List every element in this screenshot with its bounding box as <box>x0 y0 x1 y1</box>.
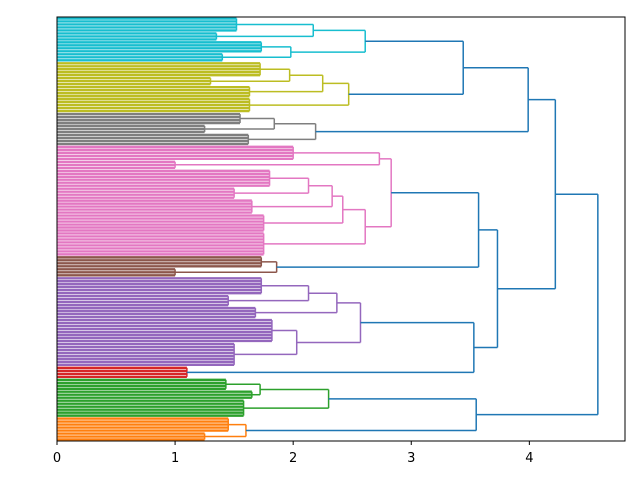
x-tick-label: 1 <box>171 451 179 466</box>
x-tick-label: 4 <box>525 451 533 466</box>
x-tick-label: 3 <box>407 451 415 466</box>
plot-frame <box>56 16 626 442</box>
x-tick-label: 0 <box>53 451 61 466</box>
x-tick-label: 2 <box>289 451 297 466</box>
plot-area <box>57 17 599 441</box>
